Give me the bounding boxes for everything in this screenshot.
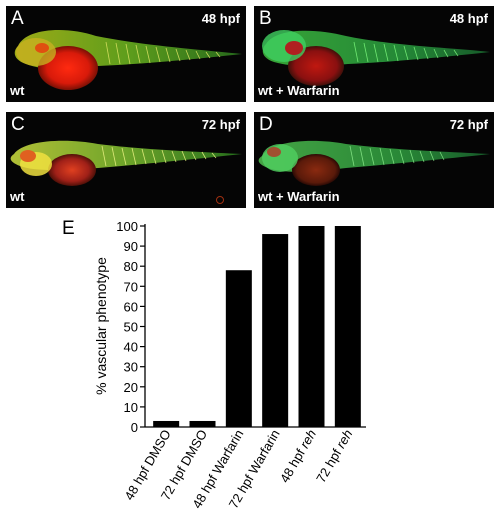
chart-panel-letter: E [62, 218, 75, 239]
x-tick-label: 72 hpf reh [313, 427, 355, 485]
panel-condition-label: wt + Warfarin [258, 189, 340, 204]
panel-time-label: 48 hpf [201, 11, 240, 26]
y-tick-label: 60 [124, 299, 138, 314]
image-panel-d: D 72 hpf wt + Warfarin [254, 112, 494, 208]
panel-condition-label: wt + Warfarin [258, 83, 340, 98]
y-tick-label: 20 [124, 380, 138, 395]
y-tick-label: 40 [124, 340, 138, 355]
fish-warfarin-72-image [258, 140, 490, 186]
y-tick-label: 30 [124, 360, 138, 375]
y-tick-label: 100 [116, 219, 138, 234]
y-tick-label: 50 [124, 320, 138, 335]
panel-time-label: 48 hpf [449, 11, 488, 26]
panel-letter: A [11, 8, 24, 29]
bar [153, 420, 180, 427]
image-panel-b: B 48 hpf wt + Warfarin [254, 6, 494, 102]
y-tick-label: 80 [124, 259, 138, 274]
bar [262, 234, 289, 427]
y-tick-label: 10 [124, 400, 138, 415]
panel-time-label: 72 hpf [449, 117, 488, 132]
panel-letter: C [11, 114, 25, 135]
fish-wt-72-image [10, 140, 242, 204]
bar [189, 420, 216, 427]
panel-letter: B [259, 8, 272, 29]
panel-condition-label: wt [10, 189, 25, 204]
y-axis-title: % vascular phenotype [93, 257, 109, 395]
panel-condition-label: wt [10, 83, 25, 98]
panel-letter: D [259, 114, 273, 135]
fish-wt-48-image [14, 30, 243, 90]
image-panel-c: C 72 hpf wt [6, 112, 246, 208]
fish-warfarin-48-image [262, 30, 490, 86]
panel-time-label: 72 hpf [201, 117, 240, 132]
y-tick-label: 90 [124, 239, 138, 254]
bar [298, 226, 325, 427]
bar [225, 270, 252, 427]
bar [334, 226, 361, 427]
image-panel-a: A 48 hpf wt [6, 6, 246, 102]
y-tick-label: 70 [124, 279, 138, 294]
y-tick-label: 0 [131, 420, 138, 435]
